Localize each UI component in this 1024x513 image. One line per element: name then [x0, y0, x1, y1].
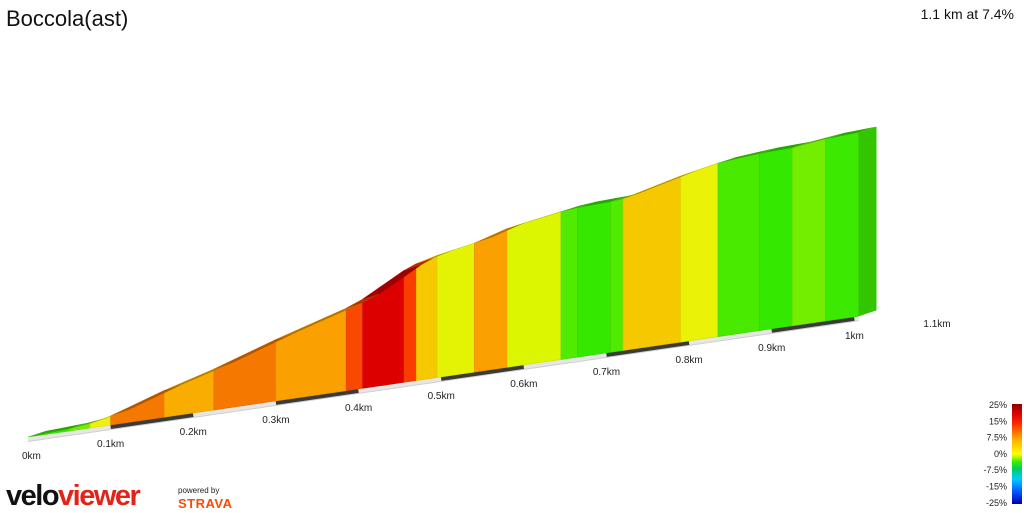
gradient-segment-top [90, 410, 129, 424]
gradient-segment-top [474, 222, 526, 244]
distance-band [275, 388, 359, 405]
profile-end-cap [858, 126, 877, 317]
legend-tick-label: -25% [986, 498, 1007, 508]
distance-band [440, 364, 525, 381]
gradient-segments [27, 132, 859, 438]
legend-tick-label: -7.5% [983, 465, 1007, 475]
logo-viewer: viewer [58, 480, 141, 512]
segment-title: Boccola(ast) [6, 6, 129, 31]
gradient-segment [403, 263, 417, 383]
legend-tick-label: 7.5% [986, 433, 1007, 443]
gradient-segment-top [346, 293, 381, 309]
legend-tick-label: 0% [994, 449, 1007, 459]
distance-band [110, 412, 194, 429]
distance-band [771, 316, 855, 333]
gradient-segment-top [577, 195, 629, 208]
gradient-segment-top [561, 201, 596, 212]
distance-band [688, 328, 773, 345]
gradient-segment [759, 147, 793, 331]
gradient-segment-top [69, 417, 108, 429]
gradient-legend: 25% 15% 7.5% 0% -7.5% -15% -25% [983, 400, 1022, 508]
gradient-segment-top [404, 257, 435, 271]
distance-tick-label: 1.1km [923, 319, 950, 330]
distance-band [27, 425, 111, 441]
legend-tick-label: 25% [989, 400, 1007, 410]
gradient-segment-top [416, 249, 456, 264]
gradient-segment-top [28, 422, 88, 437]
distance-band [192, 400, 277, 417]
gradient-segment [164, 368, 215, 418]
gradient-segment-top [718, 147, 778, 164]
gradient-segment-top [507, 205, 579, 229]
gradient-segment-top [759, 141, 811, 154]
gradient-segment [610, 198, 624, 353]
gradient-segment [506, 211, 562, 368]
gradient-segment-top [110, 384, 183, 416]
gradient-segment-top [362, 264, 422, 300]
logo-velo: velo [6, 480, 60, 512]
gradient-segment [577, 201, 611, 358]
gradient-segment [717, 153, 760, 337]
gradient-segment-top [825, 126, 877, 139]
distance-band [606, 340, 690, 357]
distance-band [523, 352, 607, 369]
distance-tick-label: 0km [22, 451, 41, 462]
gradient-segment [825, 132, 859, 322]
gradient-segment [436, 242, 475, 378]
gradient-segment [680, 162, 719, 343]
distance-band [358, 376, 442, 393]
segment-summary: 1.1 km at 7.4% [920, 6, 1014, 22]
strava-logo: STRAVA [178, 496, 233, 511]
distance-tick-label: 0.1km [97, 439, 124, 450]
powered-by-label: powered by [178, 486, 220, 495]
distance-band [854, 316, 859, 321]
distance-tick-label: 0.8km [675, 355, 702, 366]
gradient-segment [275, 307, 347, 402]
distance-tick-label: 1km [845, 331, 864, 342]
gradient-segment [213, 339, 277, 411]
distance-tick-label: 0.4km [345, 403, 372, 414]
gradient-segment-top [213, 333, 294, 370]
legend-tick-label: 15% [989, 416, 1007, 426]
gradient-segment [560, 207, 578, 360]
gradient-segment-top [275, 302, 365, 340]
gradient-segment-top [164, 363, 232, 391]
gradient-segment [416, 254, 438, 381]
gradient-segment [345, 298, 364, 392]
gradient-segment [622, 175, 682, 351]
gradient-segment [473, 228, 508, 373]
distance-tick-label: 0.5km [428, 391, 455, 402]
legend-color-bar [1012, 404, 1022, 504]
distance-tick-label: 0.2km [180, 427, 207, 438]
gradient-segment [792, 138, 826, 327]
distance-tick-label: 0.3km [262, 415, 289, 426]
gradient-segment-top [792, 133, 844, 148]
distance-tick-label: 0.6km [510, 379, 537, 390]
legend-tick-label: -15% [986, 482, 1007, 492]
profile-top-face [28, 126, 877, 437]
distance-axis: 0km 0.1km 0.2km 0.3km 0.4km 0.5km 0.6km 0.7km 0.… [22, 316, 951, 462]
distance-tick-label: 0.7km [593, 367, 620, 378]
gradient-segment-top [623, 169, 699, 199]
distance-tick-label: 0.9km [758, 343, 785, 354]
